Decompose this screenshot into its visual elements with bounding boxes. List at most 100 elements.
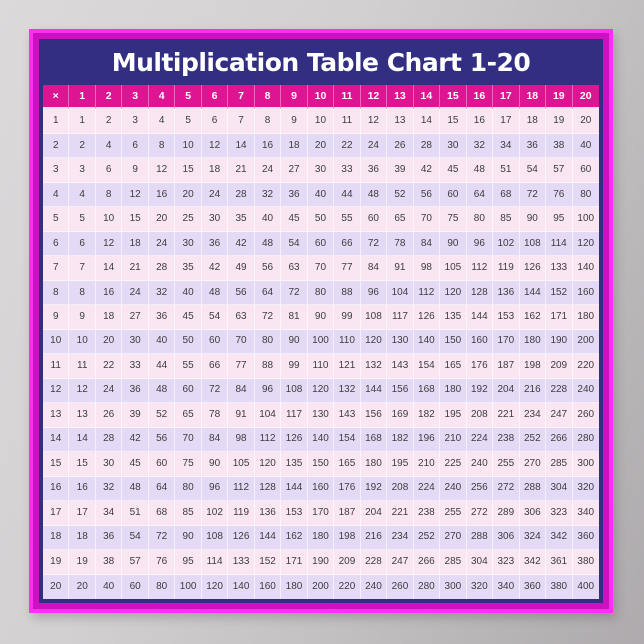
product-cell: 30	[307, 158, 335, 183]
product-cell: 50	[307, 207, 335, 232]
product-cell: 70	[307, 256, 335, 281]
product-cell: 140	[228, 574, 255, 599]
product-cell: 42	[201, 256, 229, 281]
product-cell: 76	[148, 550, 176, 575]
product-cell: 12	[69, 378, 96, 404]
row-label-cell: 19	[43, 550, 70, 575]
product-cell: 100	[307, 329, 335, 355]
product-cell: 209	[546, 354, 573, 379]
product-cell: 112	[413, 280, 441, 306]
column-header-cell: 20	[572, 85, 599, 110]
product-cell: 240	[360, 574, 388, 599]
row-label-cell: 1	[43, 109, 70, 134]
product-cell: 45	[122, 452, 149, 477]
product-cell: 160	[466, 329, 494, 355]
product-cell: 130	[387, 329, 414, 355]
column-header-cell: 8	[254, 85, 282, 110]
product-cell: 216	[360, 525, 388, 551]
product-cell: 12	[122, 182, 149, 208]
product-cell: 176	[334, 476, 361, 502]
product-cell: 15	[175, 158, 202, 183]
product-cell: 81	[281, 305, 308, 330]
product-cell: 360	[519, 574, 547, 599]
product-cell: 21	[228, 158, 255, 183]
product-cell: 54	[281, 231, 308, 257]
product-cell: 56	[148, 427, 176, 453]
product-cell: 266	[413, 550, 441, 575]
product-cell: 234	[387, 525, 414, 551]
product-cell: 170	[493, 329, 520, 355]
row-label-cell: 8	[43, 280, 70, 306]
product-cell: 48	[360, 182, 388, 208]
product-cell: 2	[95, 109, 123, 134]
row-label-cell: 11	[43, 354, 70, 379]
product-cell: 72	[201, 378, 229, 404]
product-cell: 120	[254, 452, 282, 477]
product-cell: 24	[360, 133, 388, 159]
product-cell: 133	[546, 256, 573, 281]
product-cell: 49	[228, 256, 255, 281]
product-cell: 13	[69, 403, 96, 428]
product-cell: 132	[360, 354, 388, 379]
row-label-cell: 20	[43, 574, 70, 599]
row-label-cell: 5	[43, 207, 70, 232]
product-cell: 40	[254, 207, 282, 232]
product-cell: 77	[334, 256, 361, 281]
product-cell: 52	[387, 182, 414, 208]
product-cell: 9	[281, 109, 308, 134]
product-cell: 22	[95, 354, 123, 379]
product-cell: 180	[360, 452, 388, 477]
product-cell: 114	[201, 550, 229, 575]
product-cell: 28	[148, 256, 176, 281]
product-cell: 5	[69, 207, 96, 232]
product-cell: 400	[572, 574, 599, 599]
product-cell: 18	[122, 231, 149, 257]
product-cell: 280	[413, 574, 441, 599]
product-cell: 114	[546, 231, 573, 257]
poster-title: Multiplication Table Chart 1-20	[111, 47, 531, 77]
row-label-cell: 14	[43, 427, 70, 453]
product-cell: 323	[493, 550, 520, 575]
product-cell: 14	[69, 427, 96, 453]
product-cell: 32	[466, 133, 494, 159]
product-cell: 169	[387, 403, 414, 428]
product-cell: 255	[440, 501, 467, 526]
product-cell: 36	[148, 305, 176, 330]
product-cell: 27	[281, 158, 308, 183]
product-cell: 51	[122, 501, 149, 526]
product-cell: 35	[175, 256, 202, 281]
product-cell: 136	[254, 501, 282, 526]
column-header-cell: 1	[69, 85, 96, 110]
product-cell: 240	[572, 378, 599, 404]
product-cell: 306	[519, 501, 547, 526]
row-label-cell: 10	[43, 329, 70, 355]
product-cell: 10	[307, 109, 335, 134]
product-cell: 17	[69, 501, 96, 526]
product-cell: 30	[201, 207, 229, 232]
product-cell: 9	[69, 305, 96, 330]
product-cell: 304	[466, 550, 494, 575]
product-cell: 133	[228, 550, 255, 575]
product-cell: 120	[307, 378, 335, 404]
product-cell: 96	[201, 476, 229, 502]
product-cell: 9	[122, 158, 149, 183]
product-cell: 44	[148, 354, 176, 379]
product-cell: 110	[307, 354, 335, 379]
product-cell: 10	[175, 133, 202, 159]
product-cell: 54	[201, 305, 229, 330]
product-cell: 192	[360, 476, 388, 502]
product-cell: 162	[519, 305, 547, 330]
product-cell: 160	[254, 574, 282, 599]
product-cell: 34	[95, 501, 123, 526]
product-cell: 20	[69, 574, 96, 599]
product-cell: 221	[387, 501, 414, 526]
product-cell: 238	[493, 427, 520, 453]
multiplication-table: × 1 2 3 4 5 6 7 8 9 10 11 12 13 14 15 16 17 18 19 20 1 1 2 3 4 5 6 7…	[43, 85, 599, 599]
product-cell: 121	[334, 354, 361, 379]
product-cell: 180	[440, 378, 467, 404]
product-cell: 200	[307, 574, 335, 599]
product-cell: 104	[254, 403, 282, 428]
product-cell: 150	[307, 452, 335, 477]
column-header-cell: 12	[360, 85, 388, 110]
